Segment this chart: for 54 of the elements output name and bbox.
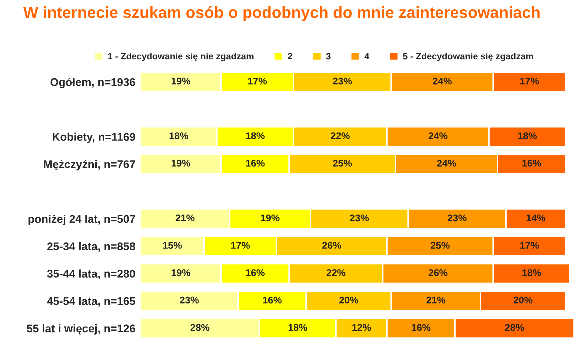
y-tick-label: Mężczyźni, n=767 [44,160,136,171]
data-label: 18% [518,132,537,140]
data-label: 23% [448,214,467,222]
data-label: 18% [522,269,542,276]
data-label: 28% [505,324,524,332]
data-label: 21% [176,214,195,222]
data-label: 24% [437,160,456,167]
data-label: 19% [172,160,190,167]
legend-label: 5 - Zdecydowanie się zgadzam [403,53,534,62]
y-tick-label: 35-44 lata, n=280 [47,270,136,280]
data-label: 14% [526,214,546,222]
data-label: 23% [333,78,352,85]
data-label: 19% [172,269,190,276]
y-tick-label: 25-34 lata, n=858 [48,242,136,252]
data-label: 24% [433,78,452,85]
legend-label: 4 [364,53,370,60]
data-label: 16% [263,296,282,304]
data-label: 17% [520,242,540,249]
data-label: 17% [520,78,540,85]
data-label: 28% [190,324,210,332]
y-tick-label: poniżej 24 lat, n=507 [28,214,136,226]
data-label: 16% [246,160,265,167]
data-label: 22% [326,269,346,276]
legend-label: 1 - Zdecydowanie się nie zgadzam [108,53,254,62]
y-tick-label: Ogółem, n=1936 [50,78,136,89]
data-label: 12% [352,324,372,332]
data-label: 20% [514,296,533,304]
data-label: 17% [231,242,250,249]
data-label: 16% [522,160,542,167]
data-label: 23% [180,296,200,304]
data-label: 25% [333,160,352,167]
data-label: 22% [331,132,350,140]
data-label: 15% [163,242,182,249]
data-label: 16% [246,269,265,276]
data-label: 25% [430,242,450,249]
legend-label: 2 [288,53,292,60]
legend-label: 3 [326,53,331,60]
data-label: 26% [428,269,448,276]
data-label: 20% [340,296,358,304]
data-label: 18% [170,132,188,140]
data-label: 17% [248,78,268,85]
data-label: 19% [261,214,280,222]
y-tick-label: 45-54 lata, n=165 [47,297,136,307]
data-label: 21% [426,296,446,304]
data-label: 23% [350,214,370,222]
y-tick-label: Kobiety, n=1169 [53,132,136,144]
chart-title: W internecie szukam osób o podobnych do mnie zainteresowaniach [23,6,540,22]
data-label: 16% [412,324,431,332]
data-label: 18% [288,324,308,332]
data-label: 18% [246,132,265,140]
data-label: 19% [172,78,190,85]
y-tick-label: 55 lat i więcej, n=126 [27,324,136,335]
data-label: 26% [322,242,342,249]
data-label: 24% [428,132,448,140]
